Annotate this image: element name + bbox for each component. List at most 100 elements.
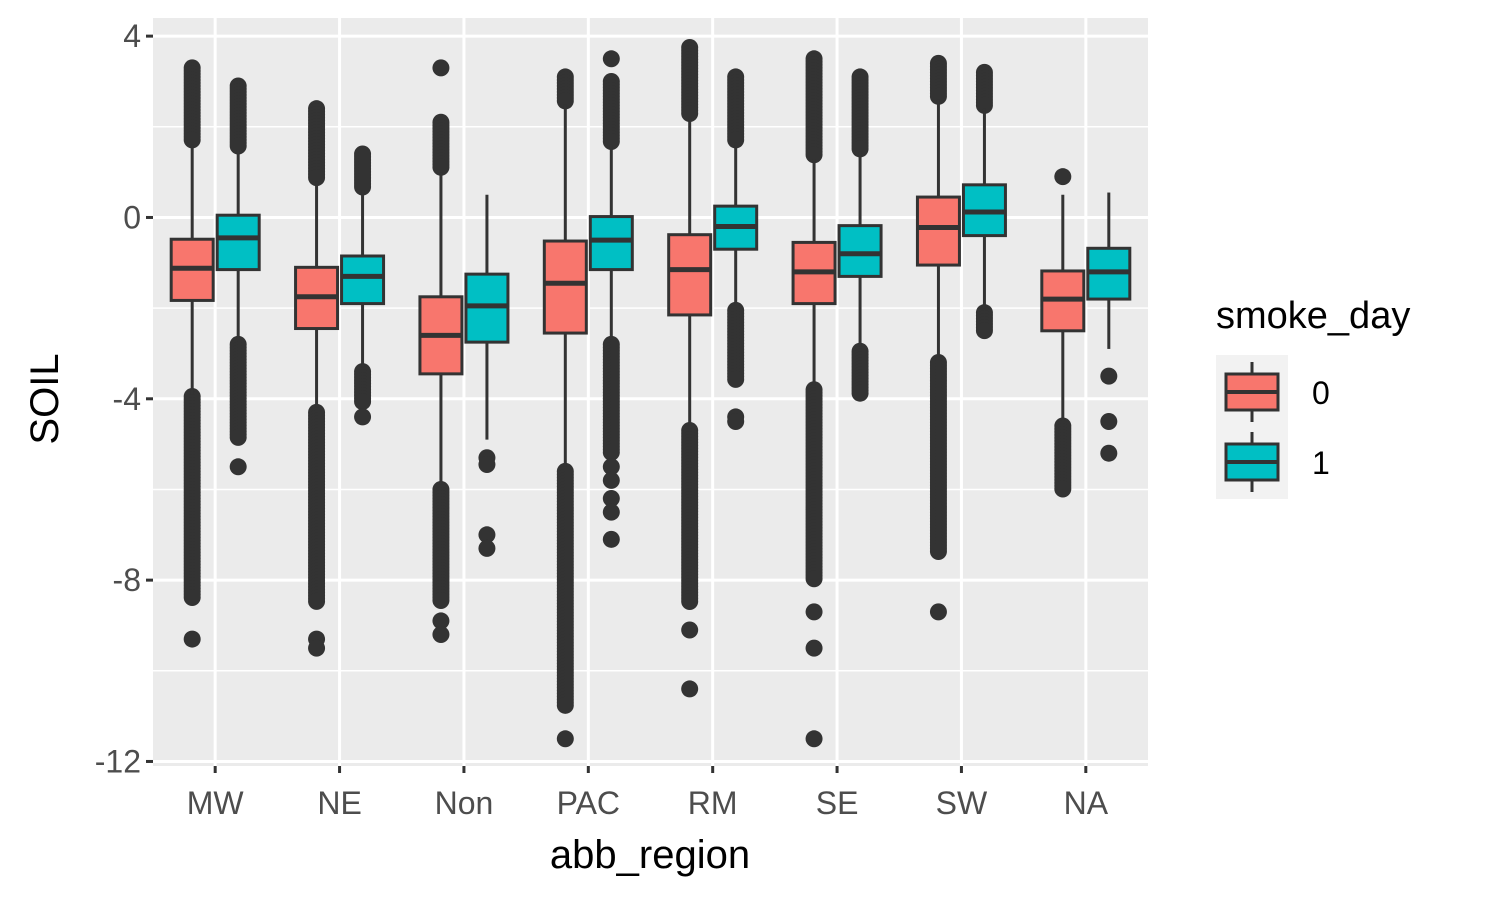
outlier-point [478,456,496,474]
outlier-point [183,131,201,149]
x-tick-label: RM [688,785,738,821]
box-layer [169,38,1132,748]
x-tick-label: Non [435,785,494,821]
outlier-point [727,370,745,388]
box-NA-series-1 [1086,192,1132,462]
outlier-point [602,458,620,476]
outlier-point [681,680,699,698]
outlier-point [727,412,745,430]
outlier-point [308,592,326,610]
outlier-point [229,137,247,155]
outlier-point [975,322,993,340]
box-iqr [340,254,386,306]
legend-label: 0 [1312,375,1330,411]
outlier-point [929,603,947,621]
box-SW-series-0 [915,54,961,621]
panel-background [153,18,1148,766]
grid-lines [153,18,1148,766]
outlier-point [727,131,745,149]
outlier-point [805,570,823,588]
outlier-point [556,696,574,714]
outlier-point [602,503,620,521]
plot-panel [153,18,1148,766]
y-tick-label: -4 [113,381,141,417]
outlier-point [229,458,247,476]
outlier-point [478,526,496,544]
outlier-point [1100,444,1118,462]
outlier-point [432,158,450,176]
outlier-point [308,639,326,657]
box-iqr [542,239,588,335]
axes: 4 0 -4 -8 -12 MW NE Non PAC RM SE SW NA [95,18,1109,821]
box-iqr [915,195,961,267]
outlier-point [681,593,699,611]
box-NE-series-1 [340,145,386,426]
outlier-point [1054,168,1072,186]
box-PAC-series-0 [542,68,588,748]
outlier-point [681,104,699,122]
outlier-point [851,140,869,158]
outlier-point [929,543,947,561]
box-RM-series-0 [667,38,713,698]
legend: smoke_day 0 1 [1216,295,1410,499]
box-iqr [667,233,713,317]
outlier-point [929,87,947,105]
outlier-point [354,393,372,411]
outlier-point [602,50,620,68]
outlier-point [602,530,620,548]
legend-label: 1 [1312,445,1330,481]
box-Non-series-0 [418,59,464,644]
outlier-point [308,169,326,187]
y-tick-label: 4 [123,18,141,54]
legend-title: smoke_day [1216,295,1410,337]
x-tick-label: PAC [557,785,620,821]
x-axis-title: abb_region [550,833,750,877]
x-tick-label: SE [816,785,859,821]
outlier-point [851,384,869,402]
outlier-point [602,443,620,461]
y-tick-label: 0 [123,199,141,235]
outlier-point [556,730,574,748]
box-iqr [215,213,261,272]
outlier-point [183,589,201,607]
x-tick-label: NA [1064,785,1109,821]
x-tick-label: MW [187,785,245,821]
outlier-point [432,626,450,644]
x-tick-label: NE [317,785,361,821]
box-MW-series-0 [169,59,215,648]
outlier-point [1100,412,1118,430]
outlier-point [602,490,620,508]
box-SW-series-1 [961,63,1007,340]
outlier-point [602,471,620,489]
box-RM-series-1 [713,68,759,430]
outlier-point [556,92,574,110]
box-Non-series-1 [464,194,510,557]
outlier-point [432,612,450,630]
outlier-point [805,603,823,621]
outlier-point [805,146,823,164]
outlier-point [478,539,496,557]
outlier-point [1100,367,1118,385]
outlier-point [183,630,201,648]
outlier-point [602,132,620,150]
box-PAC-series-1 [588,50,634,548]
outlier-point [354,408,372,426]
box-NA-series-0 [1040,168,1086,498]
outlier-point [432,59,450,77]
box-SE-series-0 [791,50,837,748]
box-SE-series-1 [837,68,883,402]
outlier-point [432,591,450,609]
outlier-point [229,428,247,446]
y-tick-label: -8 [113,562,141,598]
outlier-point [1054,480,1072,498]
y-axis-title: SOIL [23,353,67,444]
x-tick-label: SW [936,785,988,821]
box-NE-series-0 [294,100,340,657]
y-tick-label: -12 [95,743,141,779]
outlier-point [975,96,993,114]
outlier-point [354,178,372,196]
box-iqr [837,224,883,278]
box-MW-series-1 [215,77,261,476]
